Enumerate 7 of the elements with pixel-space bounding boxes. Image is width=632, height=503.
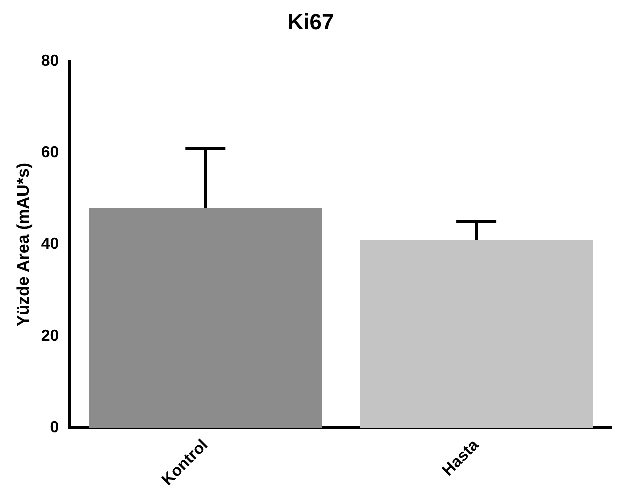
y-tick-label: 0 — [50, 420, 60, 437]
y-tick-label: 80 — [41, 52, 60, 70]
y-tick-label: 40 — [41, 236, 60, 254]
chart-title: Ki67 — [288, 9, 334, 34]
y-tick-label: 60 — [41, 144, 60, 162]
y-tick-label: 20 — [41, 328, 60, 345]
y-axis-title: Yüzde Area (mAU*s) — [14, 162, 33, 327]
